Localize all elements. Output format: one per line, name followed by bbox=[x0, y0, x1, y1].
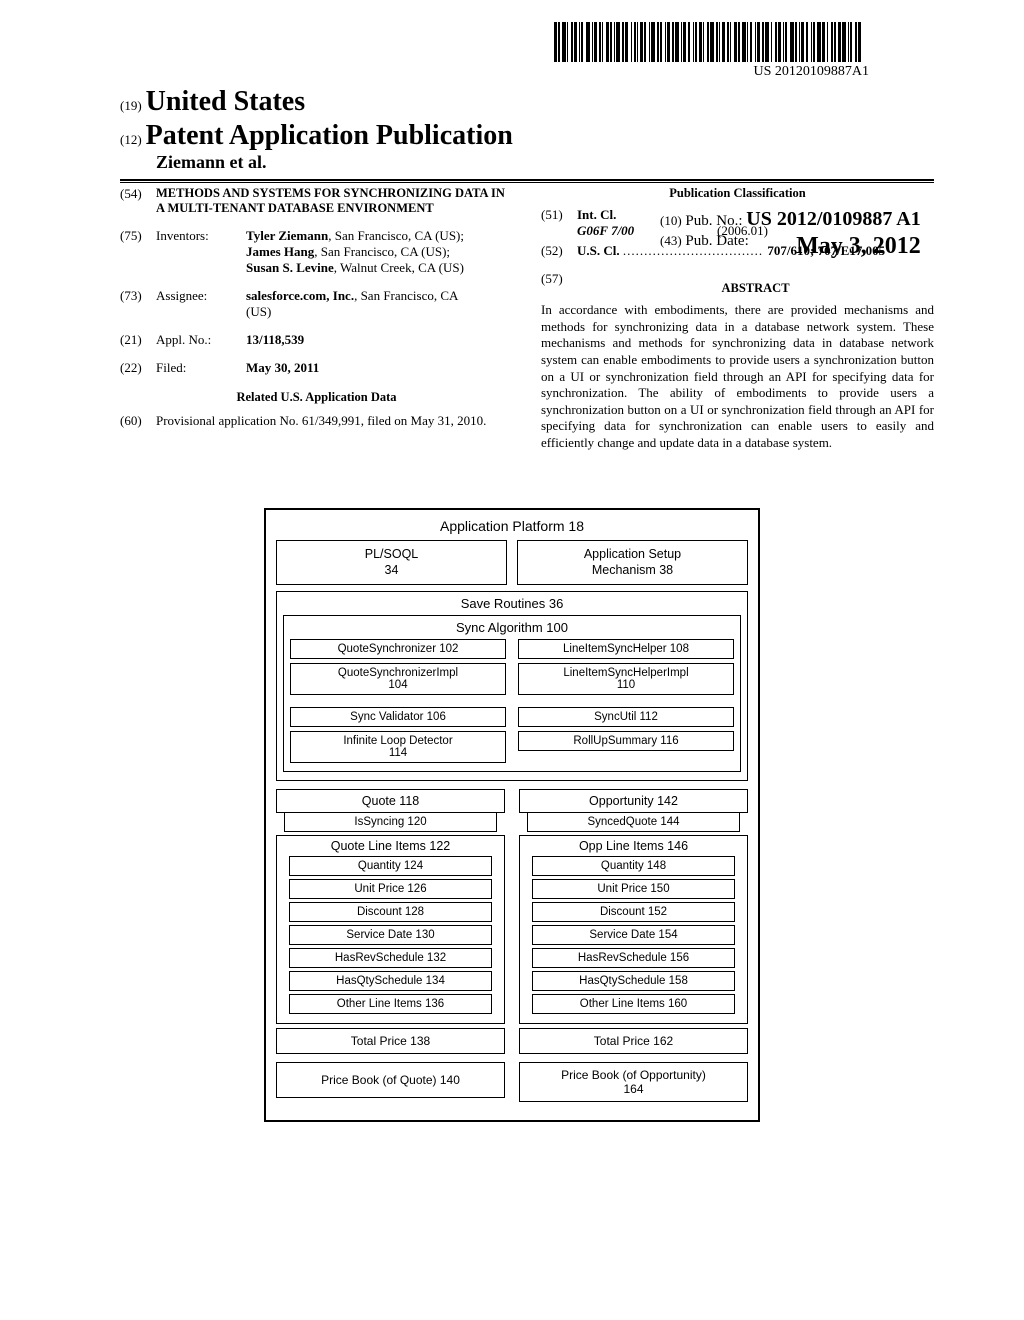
dg-total-o: Total Price 162 bbox=[519, 1028, 748, 1054]
dg-qli-item: HasQtySchedule 134 bbox=[289, 971, 492, 991]
applno: 13/118,539 bbox=[246, 332, 304, 347]
dg-pricebook-q: Price Book (of Quote) 140 bbox=[276, 1062, 505, 1098]
diagram: Application Platform 18 PL/SOQL 34 Appli… bbox=[264, 508, 760, 1122]
dg-syncedquote: SyncedQuote 144 bbox=[527, 813, 740, 832]
dg-entities: Quote 118 IsSyncing 120 Quote Line Items… bbox=[276, 789, 748, 1106]
dg-qli-container: Quote Line Items 122 Quantity 124 Unit Pr… bbox=[276, 835, 505, 1024]
dg-appsetup: Application Setup Mechanism 38 bbox=[517, 540, 748, 585]
dg-oli-item: Service Date 154 bbox=[532, 925, 735, 945]
abstract-body: In accordance with embodiments, there ar… bbox=[541, 302, 934, 452]
dg-oli-item: Other Line Items 160 bbox=[532, 994, 735, 1014]
dg-qsyncimpl: QuoteSynchronizerImpl 104 bbox=[290, 663, 506, 695]
num-52: (52) bbox=[541, 243, 577, 259]
pubclass-header: Publication Classification bbox=[541, 186, 934, 201]
patent-title: METHODS AND SYSTEMS FOR SYNCHRONIZING DA… bbox=[156, 186, 513, 216]
dg-qli-item: Unit Price 126 bbox=[289, 879, 492, 899]
inventors-label: Inventors: bbox=[156, 228, 246, 244]
dg-opp-stack: Opportunity 142 SyncedQuote 144 Opp Line… bbox=[519, 789, 748, 1106]
inventors-list: Tyler Ziemann, San Francisco, CA (US); J… bbox=[246, 228, 486, 276]
dg-lisyncimpl: LineItemSyncHelperImpl 110 bbox=[518, 663, 734, 695]
uscl-label: U.S. Cl. bbox=[577, 243, 620, 258]
num-19: (19) bbox=[120, 98, 142, 113]
dg-total-q: Total Price 138 bbox=[276, 1028, 505, 1054]
dg-sync-algo: Sync Algorithm 100 QuoteSynchronizer 102… bbox=[283, 615, 741, 772]
dg-qli-item: Service Date 130 bbox=[289, 925, 492, 945]
dg-qli-hdr: Quote Line Items 122 bbox=[279, 839, 502, 853]
uscl-dots: ................................. bbox=[623, 243, 768, 258]
filed-date: May 30, 2011 bbox=[246, 360, 319, 375]
dg-oli-item: HasRevSchedule 156 bbox=[532, 948, 735, 968]
abstract-header: ABSTRACT bbox=[577, 281, 934, 296]
dg-lisync: LineItemSyncHelper 108 bbox=[518, 639, 734, 659]
dg-quote-hdr: Quote 118 bbox=[276, 789, 505, 813]
rule-heavy bbox=[120, 179, 934, 181]
applno-label: Appl. No.: bbox=[156, 332, 246, 348]
dg-syncutil: SyncUtil 112 bbox=[518, 707, 734, 727]
uscl-codes: 707/610; 707/E17.005 bbox=[767, 243, 885, 258]
dg-oli-item: Discount 152 bbox=[532, 902, 735, 922]
related-header: Related U.S. Application Data bbox=[120, 390, 513, 405]
dg-oli-item: Quantity 148 bbox=[532, 856, 735, 876]
num-12: (12) bbox=[120, 132, 142, 147]
intcl-date: (2006.01) bbox=[717, 223, 768, 239]
dg-oli-item: Unit Price 150 bbox=[532, 879, 735, 899]
dg-oli-item: HasQtySchedule 158 bbox=[532, 971, 735, 991]
dg-issyncing: IsSyncing 120 bbox=[284, 813, 497, 832]
dg-syncval: Sync Validator 106 bbox=[290, 707, 506, 727]
dg-save-title: Save Routines 36 bbox=[283, 596, 741, 611]
dg-oli-container: Opp Line Items 146 Quantity 148 Unit Pric… bbox=[519, 835, 748, 1024]
publication-title: Patent Application Publication bbox=[146, 120, 513, 151]
num-54: (54) bbox=[120, 186, 156, 216]
num-73: (73) bbox=[120, 288, 156, 320]
dg-rollup: RollUpSummary 116 bbox=[518, 731, 734, 751]
barcode-number: US 20120109887A1 bbox=[753, 64, 869, 80]
assignee: salesforce.com, Inc., San Francisco, CA … bbox=[246, 288, 486, 320]
assignee-label: Assignee: bbox=[156, 288, 246, 304]
num-75: (75) bbox=[120, 228, 156, 276]
barcode bbox=[554, 22, 934, 62]
authors: Ziemann et al. bbox=[156, 152, 267, 172]
num-51: (51) bbox=[541, 207, 577, 239]
dg-plsoql: PL/SOQL 34 bbox=[276, 540, 507, 585]
dg-save-routines: Save Routines 36 Sync Algorithm 100 Quot… bbox=[276, 591, 748, 781]
header: (19) United States (12) Patent Applicati… bbox=[120, 86, 934, 183]
intcl-label: Int. Cl. bbox=[577, 207, 934, 223]
dg-qli-item: Quantity 124 bbox=[289, 856, 492, 876]
country: United States bbox=[146, 86, 305, 117]
dg-oli-hdr: Opp Line Items 146 bbox=[522, 839, 745, 853]
dg-qli-item: HasRevSchedule 132 bbox=[289, 948, 492, 968]
num-57: (57) bbox=[541, 271, 577, 302]
dg-infloop: Infinite Loop Detector 114 bbox=[290, 731, 506, 763]
num-21: (21) bbox=[120, 332, 156, 348]
dg-qli-item: Other Line Items 136 bbox=[289, 994, 492, 1014]
num-60: (60) bbox=[120, 413, 156, 429]
provisional-text: Provisional application No. 61/349,991, … bbox=[156, 413, 513, 429]
dg-qli-item: Discount 128 bbox=[289, 902, 492, 922]
intcl-code: G06F 7/00 bbox=[577, 223, 717, 239]
rule-thin bbox=[120, 182, 934, 183]
dg-opp-hdr: Opportunity 142 bbox=[519, 789, 748, 813]
dg-quote-stack: Quote 118 IsSyncing 120 Quote Line Items… bbox=[276, 789, 505, 1106]
dg-pricebook-o: Price Book (of Opportunity) 164 bbox=[519, 1062, 748, 1102]
num-22: (22) bbox=[120, 360, 156, 376]
dg-title: Application Platform 18 bbox=[276, 518, 748, 534]
dg-sync-title: Sync Algorithm 100 bbox=[290, 620, 734, 635]
dg-qsync: QuoteSynchronizer 102 bbox=[290, 639, 506, 659]
filed-label: Filed: bbox=[156, 360, 246, 376]
